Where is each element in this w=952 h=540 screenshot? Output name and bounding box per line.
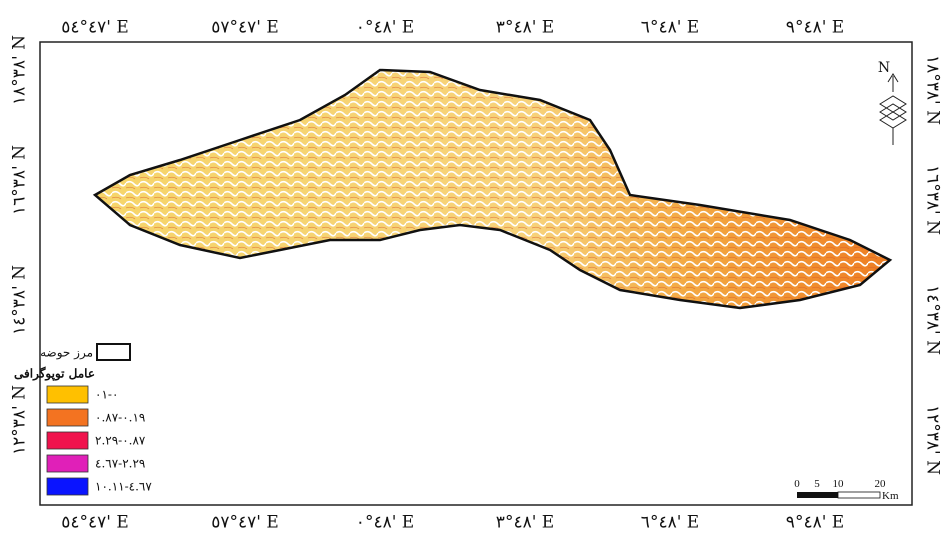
- scale-label: 0: [794, 478, 800, 490]
- latitude-label: ٣٨°١٦' N: [923, 165, 943, 235]
- latitude-label: ٣٨°١٢' N: [923, 405, 943, 475]
- legend-swatch: [46, 431, 89, 450]
- latitude-label: ٣٨°١٦' N: [10, 145, 30, 215]
- basin: [92, 68, 893, 310]
- scale-label: 10: [833, 478, 845, 490]
- latitude-label: ٣٨°١٢' N: [10, 385, 30, 455]
- longitude-label: ٤٧°٥٤' E: [61, 18, 129, 38]
- legend-swatch: [46, 454, 89, 473]
- north-label: N: [878, 60, 890, 76]
- scale-bar: [797, 491, 881, 499]
- longitude-label: ٤٨°٩' E: [786, 18, 844, 38]
- boundary-swatch: [96, 343, 131, 361]
- longitude-label: ٤٨°٠' E: [356, 513, 414, 533]
- legend-label: ٠.١٩-٠.٨٧: [95, 411, 145, 425]
- longitude-label: ٤٧°٥٧' E: [211, 18, 279, 38]
- legend-swatch: [46, 385, 89, 404]
- latitude-label: ٣٨°١٨' N: [923, 55, 943, 125]
- latitude-label: ٣٨°١٤' N: [923, 285, 943, 355]
- legend-title: عامل توپوگرافی: [14, 366, 95, 382]
- map-frame: [39, 41, 913, 506]
- longitude-label: ٤٨°٠' E: [356, 18, 414, 38]
- longitude-label: ٤٧°٥٧' E: [211, 513, 279, 533]
- legend-label: ٠.٨٧-٢.٢٩: [95, 434, 146, 448]
- longitude-label: ٤٨°٩' E: [786, 513, 844, 533]
- legend-swatch: [46, 477, 89, 496]
- legend-label: ٤.٦٧-١٠.١١: [95, 480, 152, 494]
- scale-label: 20: [875, 478, 887, 490]
- scale-label: 5: [814, 478, 820, 490]
- longitude-label: ٤٨°٦' E: [641, 513, 699, 533]
- longitude-label: ٤٨°٦' E: [641, 18, 699, 38]
- legend-swatch: [46, 408, 89, 427]
- latitude-label: ٣٨°١٤' N: [10, 265, 30, 335]
- legend-label: ٢.٢٩-٤.٦٧: [95, 457, 145, 471]
- longitude-label: ٤٨°٣' E: [496, 18, 554, 38]
- boundary-label: مرز حوضه: [40, 346, 93, 360]
- latitude-label: ٣٨°١٨' N: [10, 35, 30, 105]
- scale-unit: Km: [882, 490, 899, 502]
- longitude-label: ٤٧°٥٤' E: [61, 513, 129, 533]
- longitude-label: ٤٨°٣' E: [496, 513, 554, 533]
- legend-label: ٠-٠١: [95, 388, 118, 402]
- north-arrow: [879, 73, 907, 145]
